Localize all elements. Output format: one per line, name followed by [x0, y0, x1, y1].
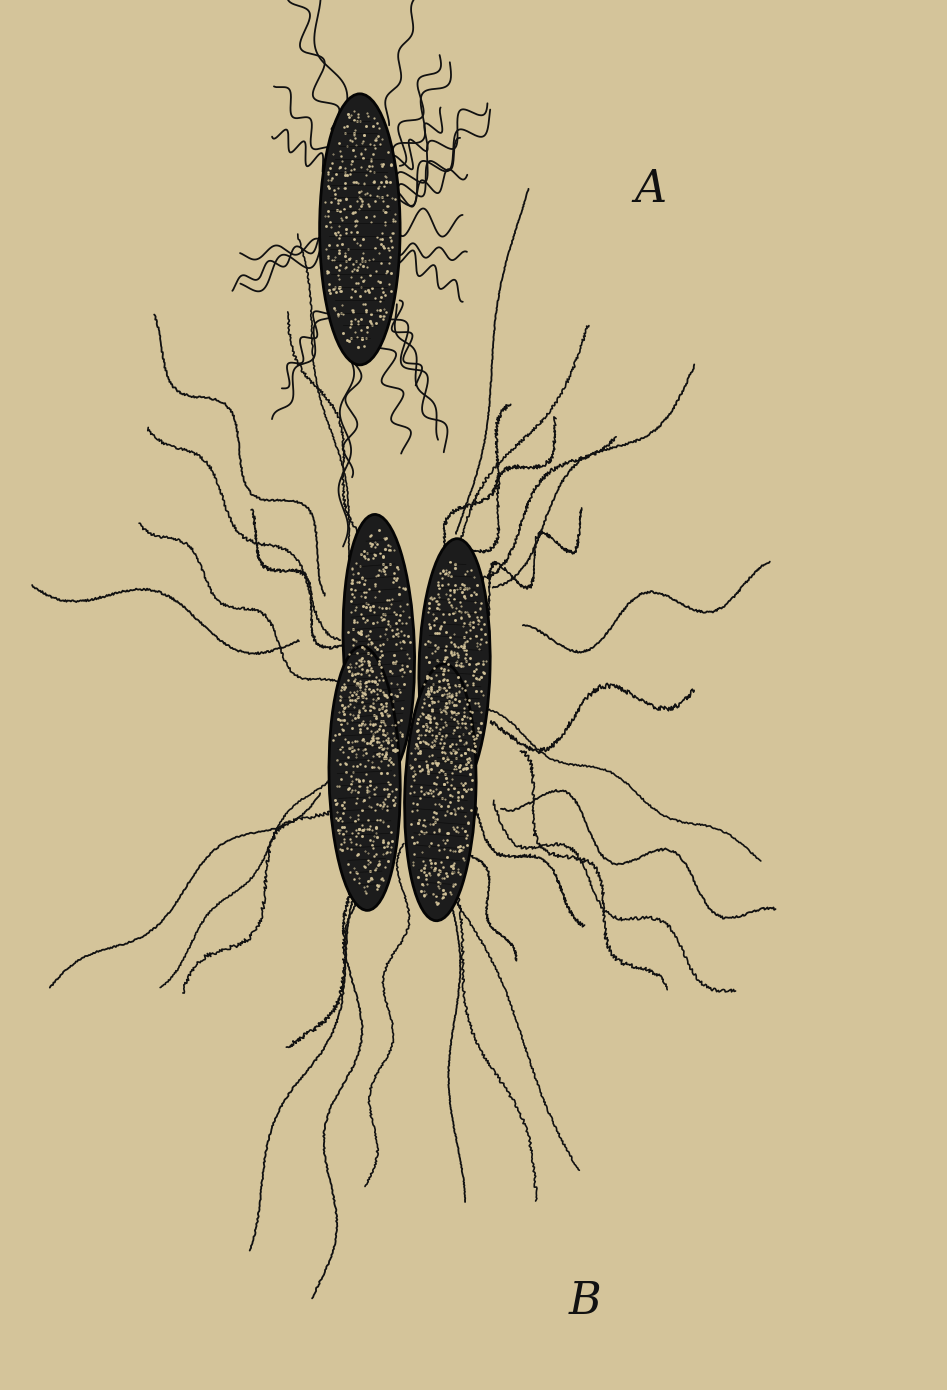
Text: A: A: [634, 167, 667, 210]
Text: B: B: [568, 1279, 601, 1322]
Ellipse shape: [419, 539, 491, 795]
Ellipse shape: [404, 664, 476, 920]
Ellipse shape: [320, 95, 401, 366]
Ellipse shape: [343, 514, 415, 778]
Ellipse shape: [329, 646, 401, 910]
